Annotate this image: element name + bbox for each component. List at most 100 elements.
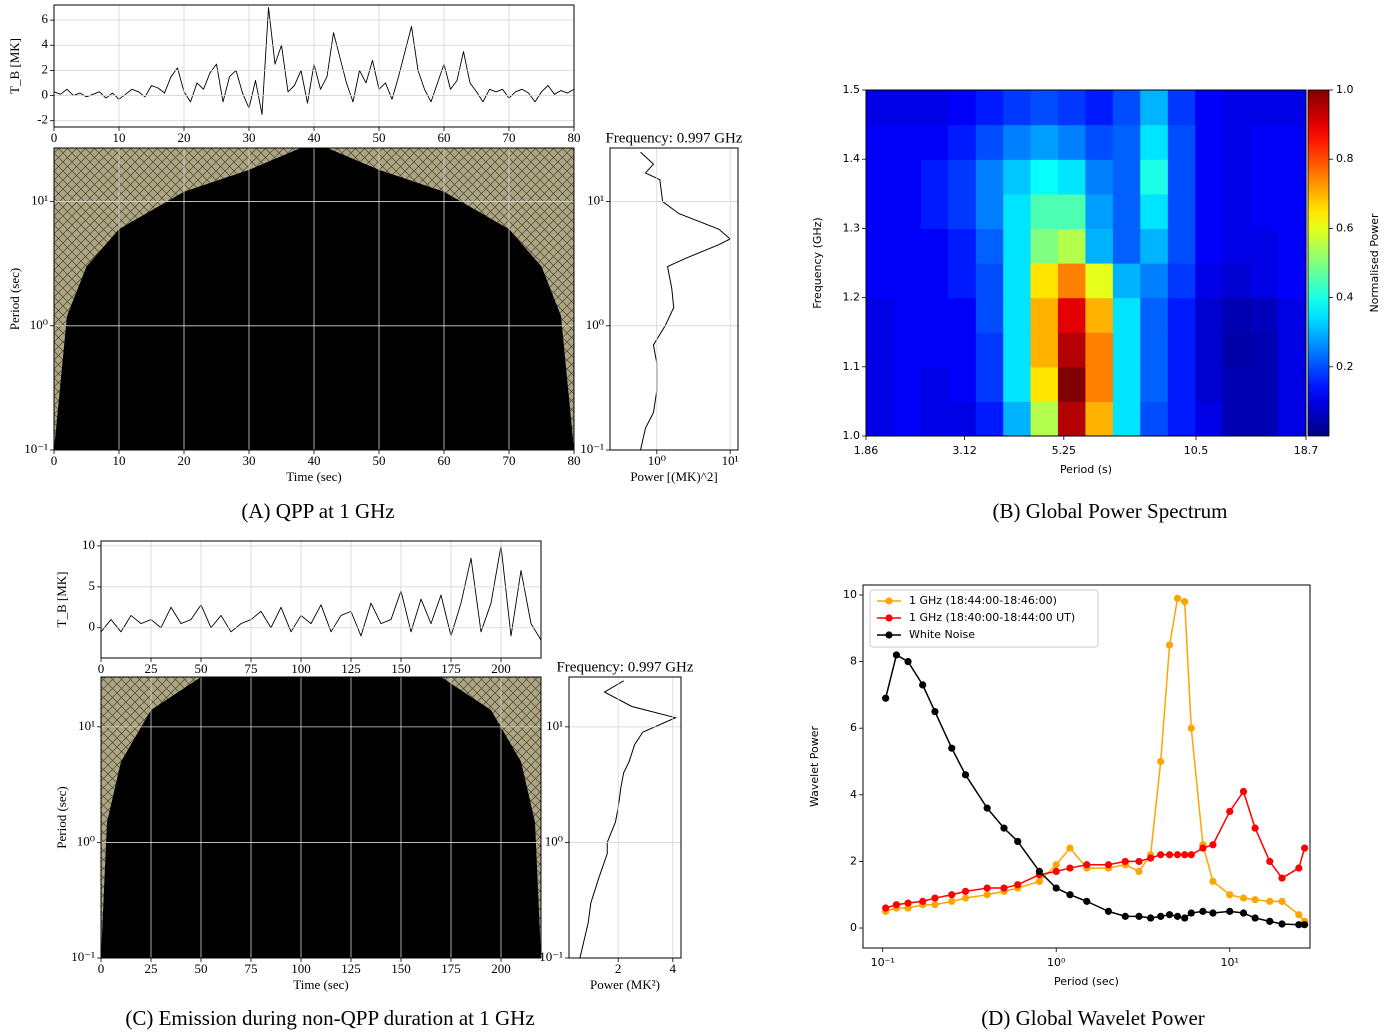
heatmap-cell xyxy=(1140,90,1169,126)
data-point xyxy=(1165,641,1174,649)
heatmap-cell xyxy=(360,700,382,725)
heatmap-cell xyxy=(346,323,380,351)
heatmap-cell xyxy=(151,273,185,300)
heatmap-cell xyxy=(346,248,380,275)
data-point xyxy=(1266,897,1274,905)
heatmap-cell xyxy=(281,399,315,426)
heatmap-cell xyxy=(420,747,442,772)
y-tick-label: 4 xyxy=(850,788,857,801)
heatmap-cell xyxy=(1195,159,1224,195)
heatmap-cell xyxy=(1222,90,1251,126)
y-tick-label: 6 xyxy=(42,11,49,26)
heatmap-cell xyxy=(1085,297,1114,333)
axes-title: Frequency: 0.997 GHz xyxy=(556,659,693,675)
heatmap-cell xyxy=(948,332,977,368)
heatmap-cell xyxy=(948,159,977,195)
y-tick-label: -2 xyxy=(37,112,48,127)
heatmap-cell xyxy=(520,864,541,889)
data-point xyxy=(1147,914,1155,922)
data-point xyxy=(1157,757,1165,766)
x-axis-label: Power [(MK)^2] xyxy=(630,469,717,484)
heatmap-cell xyxy=(480,934,502,958)
data-point xyxy=(892,901,901,909)
heatmap-cell xyxy=(360,864,382,889)
heatmap-cell xyxy=(216,374,250,401)
heatmap-cell xyxy=(151,223,185,250)
data-point xyxy=(1173,851,1182,859)
axes-title: Frequency: 0.997 GHz xyxy=(605,130,742,146)
caption: (C) Emission during non-QPP duration at … xyxy=(125,1006,534,1030)
heatmap-cell xyxy=(1222,159,1251,195)
x-axis-label: Time (sec) xyxy=(293,977,349,992)
heatmap-cell xyxy=(1057,124,1087,160)
heatmap-cell xyxy=(476,248,510,275)
heatmap-cell xyxy=(1030,90,1059,126)
heatmap-cell xyxy=(281,173,315,200)
heatmap-cell xyxy=(400,700,422,725)
x-tick-label: 30 xyxy=(243,130,256,145)
x-tick-label: 70 xyxy=(503,130,516,145)
axes-frame xyxy=(609,147,739,451)
heatmap-cell xyxy=(118,273,152,300)
x-tick-label: 100 xyxy=(291,961,311,976)
x-axis-label: Time (sec) xyxy=(286,469,342,484)
x-tick-label: 10¹ xyxy=(722,453,739,468)
data-point xyxy=(1135,912,1143,920)
heatmap-cell xyxy=(280,677,302,702)
heatmap-cell xyxy=(1222,401,1251,436)
heatmap-cell xyxy=(1112,228,1141,264)
heatmap-cell xyxy=(280,723,302,749)
heatmap-cell xyxy=(920,90,949,126)
heatmap-cell xyxy=(216,323,250,351)
data-point xyxy=(1209,909,1217,917)
x-tick-label: 125 xyxy=(341,661,361,676)
data-point xyxy=(1181,851,1189,859)
heatmap-cell xyxy=(313,173,347,200)
heatmap-cell xyxy=(893,332,922,368)
x-tick-label: 70 xyxy=(503,453,516,468)
y-tick-label: 2 xyxy=(850,854,857,867)
heatmap-cell xyxy=(281,248,315,275)
x-tick-label: 10⁰ xyxy=(648,453,666,468)
axes-frame xyxy=(53,4,575,128)
heatmap-cell xyxy=(86,424,120,450)
heatmap-cell xyxy=(500,817,522,842)
heatmap-cell xyxy=(476,399,510,426)
heatmap-cell xyxy=(216,424,250,450)
heatmap-cell xyxy=(420,887,442,912)
axes-frame xyxy=(100,540,542,659)
heatmap-cell xyxy=(360,817,382,842)
legend-marker xyxy=(885,597,893,605)
heatmap-cell xyxy=(1140,297,1169,333)
heatmap-cell xyxy=(313,273,347,300)
heatmap-cell xyxy=(118,223,152,250)
heatmap-cell xyxy=(476,223,510,250)
heatmap-cell xyxy=(411,248,445,275)
heatmap-cell xyxy=(508,323,542,351)
heatmap-cell xyxy=(281,374,315,401)
heatmap-cell xyxy=(1057,263,1087,299)
heatmap-cell xyxy=(118,323,152,351)
heatmap-cell xyxy=(360,723,382,749)
data-point xyxy=(983,804,991,812)
heatmap-cell xyxy=(180,934,202,958)
heatmap-cell xyxy=(1003,90,1032,126)
heatmap-cell xyxy=(1085,193,1114,229)
heatmap-cell xyxy=(300,723,322,749)
heatmap-cell xyxy=(281,298,315,325)
heatmap-cell xyxy=(54,424,87,450)
heatmap-cell xyxy=(118,424,152,450)
x-tick-label: 125 xyxy=(341,961,361,976)
x-axis-label: Power (MK²) xyxy=(590,977,660,992)
heatmap-cell xyxy=(541,424,574,450)
caption: (D) Global Wavelet Power xyxy=(981,1006,1205,1030)
data-point xyxy=(1251,824,1259,832)
x-tick-label: 200 xyxy=(491,661,511,676)
heatmap-cell xyxy=(1085,159,1114,195)
heatmap-cell xyxy=(1140,228,1169,264)
heatmap-cell xyxy=(220,793,242,819)
heatmap-cell xyxy=(300,817,322,842)
y-tick-label: 6 xyxy=(850,721,857,734)
heatmap-cell xyxy=(541,399,574,426)
